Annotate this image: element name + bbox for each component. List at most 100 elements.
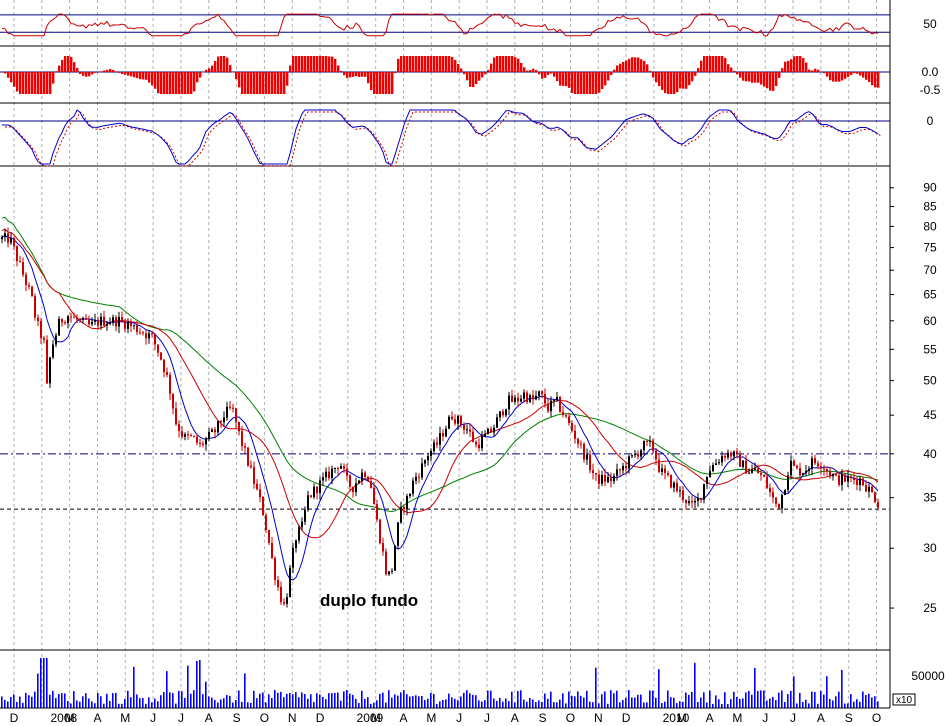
price-candle — [4, 233, 6, 238]
macd-histogram-bar — [475, 72, 478, 85]
volume-bar — [871, 697, 873, 708]
macd-tick-label: -0.5 — [920, 83, 941, 97]
volume-bar — [487, 690, 489, 708]
macd-histogram-bar — [31, 72, 34, 94]
volume-bar — [115, 692, 117, 708]
macd-histogram-bar — [175, 72, 178, 94]
volume-bar — [496, 700, 498, 708]
volume-bar — [64, 693, 66, 708]
macd-histogram-bar — [790, 59, 793, 72]
volume-bar — [340, 700, 342, 708]
price-candle — [451, 416, 453, 420]
price-candle — [427, 456, 429, 461]
macd-histogram-bar — [166, 72, 169, 94]
macd-histogram-bar — [616, 65, 619, 72]
macd-histogram-bar — [772, 72, 775, 91]
macd-histogram-bar — [157, 72, 160, 94]
macd-histogram-bar — [190, 72, 193, 94]
volume-bar — [79, 701, 81, 708]
price-candle — [538, 391, 540, 396]
price-candle — [139, 332, 141, 334]
macd-histogram-bar — [874, 72, 877, 88]
price-candle — [262, 497, 264, 516]
price-candle — [562, 411, 564, 416]
volume-bar — [460, 696, 462, 708]
macd-histogram-bar — [742, 72, 745, 81]
macd-histogram-bar — [583, 72, 586, 94]
price-candle — [160, 352, 162, 360]
price-candle — [88, 319, 90, 325]
price-candle — [442, 433, 444, 437]
price-candle — [382, 543, 384, 552]
macd-histogram-bar — [607, 72, 610, 81]
price-candle — [322, 477, 324, 481]
macd-histogram-bar — [856, 72, 859, 74]
macd-histogram-bar — [184, 72, 187, 94]
volume-bar — [58, 694, 60, 708]
volume-bar — [766, 700, 768, 708]
macd-histogram-bar — [58, 65, 61, 72]
volume-bar — [166, 671, 168, 708]
price-candle — [199, 442, 201, 444]
volume-bar — [307, 698, 309, 708]
macd-histogram-bar — [142, 72, 145, 80]
macd-histogram-bar — [223, 56, 226, 72]
price-candle — [856, 480, 858, 485]
macd-histogram-bar — [277, 72, 280, 94]
volume-bar — [580, 695, 582, 708]
volume-bar — [175, 703, 177, 708]
price-candle — [745, 460, 747, 474]
volume-bar — [244, 673, 246, 708]
price-candle — [511, 395, 513, 402]
volume-bar — [868, 693, 870, 708]
price-candle — [70, 316, 72, 318]
macd-histogram-bar — [412, 56, 415, 72]
macd-histogram-bar — [13, 72, 16, 87]
volume-bar — [841, 670, 843, 708]
price-candle — [634, 453, 636, 456]
price-candle — [619, 469, 621, 471]
volume-bar — [733, 691, 735, 708]
volume-bar — [610, 690, 612, 708]
volume-bar — [295, 692, 297, 708]
volume-bar — [364, 699, 366, 708]
macd-histogram-bar — [205, 69, 208, 72]
price-candle — [343, 466, 345, 469]
macd-histogram-bar — [610, 72, 613, 75]
volume-bar — [298, 697, 300, 708]
volume-bar — [649, 690, 651, 708]
volume-bar — [631, 697, 633, 708]
volume-bar — [742, 698, 744, 708]
volume-bar — [451, 697, 453, 708]
price-candle — [244, 446, 246, 448]
price-candle — [865, 485, 867, 492]
price-candle — [832, 474, 834, 477]
macd-histogram-bar — [832, 72, 835, 82]
price-candle — [223, 417, 225, 423]
rsi-panel — [0, 13, 890, 47]
price-candle — [631, 455, 633, 457]
price-candle — [784, 489, 786, 495]
month-label: D — [10, 711, 19, 725]
price-candle — [265, 515, 267, 530]
month-label: A — [205, 711, 213, 725]
oscillator-tick-label: 0 — [927, 114, 934, 128]
price-candle — [406, 496, 408, 509]
volume-bar — [82, 696, 84, 708]
price-candle — [763, 475, 765, 477]
volume-bar — [745, 692, 747, 708]
price-candle — [757, 468, 759, 474]
macd-histogram-bar — [637, 57, 640, 72]
month-label: O — [566, 711, 575, 725]
volume-bar — [232, 702, 234, 708]
price-candle — [550, 400, 552, 412]
macd-histogram-bar — [259, 72, 262, 94]
price-candle — [580, 443, 582, 445]
volume-bar — [361, 690, 363, 708]
macd-histogram-bar — [685, 72, 688, 89]
volume-bar — [274, 690, 276, 708]
price-candle — [310, 495, 312, 497]
volume-bar — [319, 694, 321, 708]
price-candle — [571, 422, 573, 431]
price-candle — [271, 542, 273, 558]
